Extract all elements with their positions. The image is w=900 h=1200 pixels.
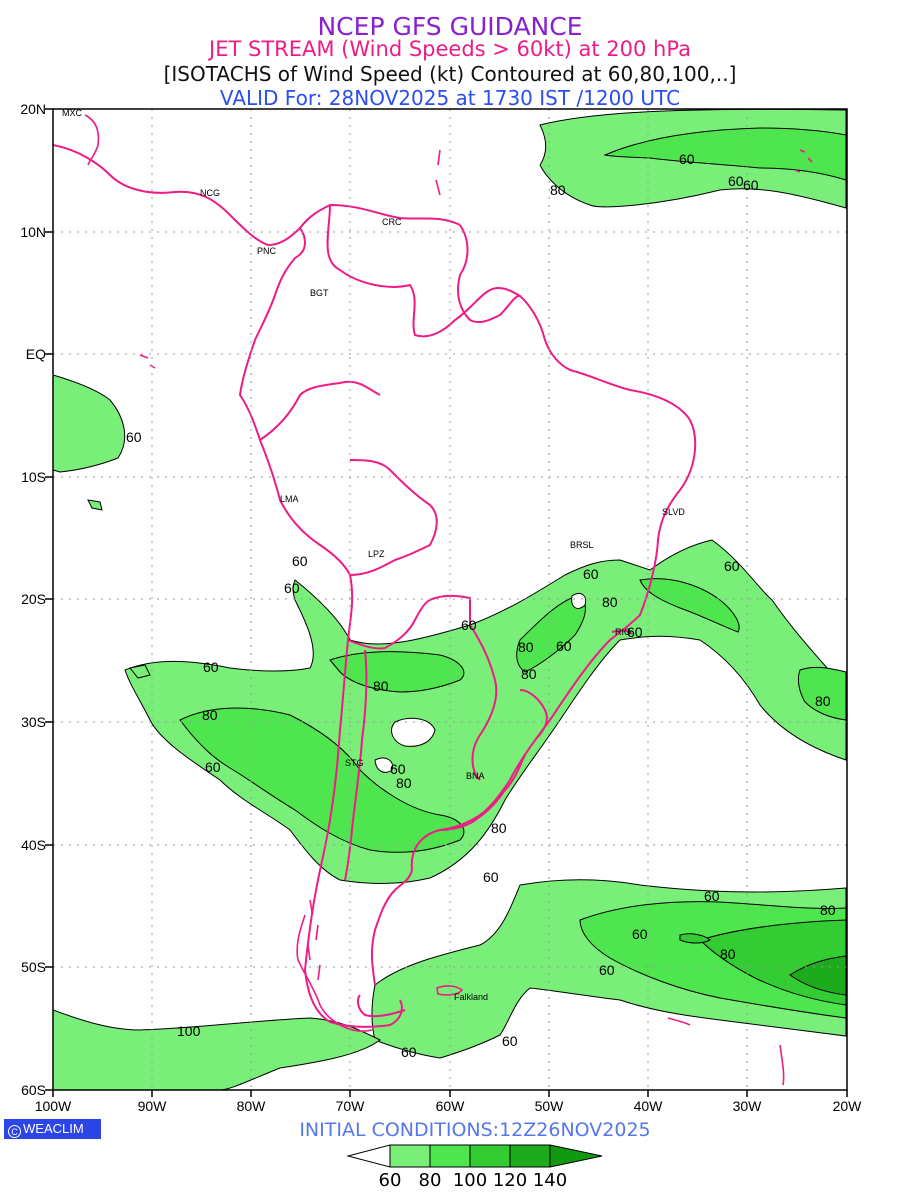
city-label: SLVD: [662, 507, 685, 517]
valid-time: VALID For: 28NOV2025 at 1730 IST /1200 U…: [219, 86, 681, 110]
contour-label: 80: [602, 594, 618, 610]
lon-label: 30W: [732, 1098, 762, 1114]
city-label: NCG: [200, 188, 220, 198]
contour-label: 60: [461, 617, 477, 633]
lat-label: EQ: [25, 346, 46, 362]
city-label: MXC: [62, 108, 83, 118]
lon-label: 90W: [137, 1098, 167, 1114]
contour-label: 60: [203, 659, 219, 675]
lat-label: 10N: [20, 224, 46, 240]
colorbar-cell: [549, 1144, 603, 1168]
graticule: [53, 109, 847, 1090]
contour-labels: 60 80 60 60 60 60 80 60 80 60 80 60 80 8…: [126, 151, 836, 1060]
contour-label: 60: [679, 151, 695, 167]
colorbar-cell: [429, 1144, 471, 1168]
lon-label: 50W: [534, 1098, 564, 1114]
contour-label: 60: [724, 558, 740, 574]
contour-label: 80: [550, 182, 566, 198]
colorbar-label: 100: [452, 1170, 488, 1191]
contour-label: 80: [491, 820, 507, 836]
contour-label: 60: [599, 962, 615, 978]
lon-label: 70W: [335, 1098, 365, 1114]
colorbar-label: 140: [532, 1170, 568, 1191]
colorbar-cell: [469, 1144, 511, 1168]
country-borders: [53, 144, 697, 1028]
contour-label: 60: [390, 761, 406, 777]
contour-label: 100: [177, 1023, 201, 1039]
contour-label: 60: [401, 1044, 417, 1060]
copyright-icon: C: [8, 1125, 21, 1138]
lat-label: 20S: [21, 591, 46, 607]
contour-label: 60: [743, 177, 759, 193]
contour-label: 60: [205, 759, 221, 775]
colorbar-cell: [389, 1144, 431, 1168]
city-label: Falkland: [454, 992, 488, 1002]
city-label: LMA: [280, 494, 299, 504]
contour-label: 80: [518, 639, 534, 655]
lat-label: 30S: [21, 714, 46, 730]
city-label: STG: [345, 758, 364, 768]
contour-label: 60: [483, 869, 499, 885]
lat-label: 60S: [21, 1082, 46, 1098]
isotach-120-fill: [789, 955, 847, 996]
city-label: PNC: [257, 246, 277, 256]
map-subtitle: JET STREAM (Wind Speeds > 60kt) at 200 h…: [209, 37, 691, 61]
contour-label: 80: [815, 693, 831, 709]
colorbar: [346, 1144, 603, 1168]
city-label: BNA: [466, 771, 485, 781]
map-title: NCEP GFS GUIDANCE: [317, 12, 583, 41]
lon-label: 100W: [34, 1098, 72, 1114]
contour-label: 60: [502, 1033, 518, 1049]
colorbar-label: 80: [418, 1170, 442, 1191]
calm-areas: [374, 592, 587, 773]
colorbar-cell: [509, 1144, 551, 1168]
lon-label: 20W: [832, 1098, 862, 1114]
colorbar-label: 60: [378, 1170, 402, 1191]
contour-label: 80: [820, 902, 836, 918]
lat-label: 50S: [21, 959, 46, 975]
city-label: CRC: [382, 217, 402, 227]
contour-label: 80: [202, 707, 218, 723]
lon-label: 60W: [435, 1098, 465, 1114]
colorbar-label: 120: [492, 1170, 528, 1191]
contour-label: 80: [720, 946, 736, 962]
wind-speed-layer: [53, 109, 847, 1090]
contour-label: 80: [373, 678, 389, 694]
contour-label: 60: [704, 888, 720, 904]
logo-text: WEACLIM: [23, 1121, 84, 1136]
contour-label: 80: [521, 666, 537, 682]
colorbar-cell: [346, 1144, 391, 1168]
lat-label: 20N: [20, 101, 46, 117]
initial-conditions: INITIAL CONDITIONS:12Z26NOV2025: [299, 1119, 651, 1141]
contour-label: 60: [627, 624, 643, 640]
contour-label: 60: [632, 926, 648, 942]
weaclim-logo[interactable]: C WEACLIM: [4, 1119, 101, 1139]
lon-label: 80W: [236, 1098, 266, 1114]
city-label: BRSL: [570, 540, 594, 550]
contour-label: 60: [126, 429, 142, 445]
city-label: RIO: [615, 627, 631, 637]
axis-ticks: [45, 108, 848, 1097]
contour-label: 60: [583, 566, 599, 582]
contour-label: 60: [292, 553, 308, 569]
city-label: LPZ: [368, 549, 385, 559]
contour-label: 60: [728, 173, 744, 189]
contour-label: 60: [556, 638, 572, 654]
contour-label: 80: [396, 775, 412, 791]
lon-label: 40W: [633, 1098, 663, 1114]
city-label: BGT: [310, 288, 329, 298]
contour-label: 60: [284, 580, 300, 596]
city-labels: MXC NCG PNC CRC BGT LMA LPZ BRSL SLVD RI…: [62, 108, 685, 1002]
contour-description: [ISOTACHS of Wind Speed (kt) Contoured a…: [163, 62, 737, 86]
lat-label: 10S: [21, 469, 46, 485]
lat-label: 40S: [21, 837, 46, 853]
